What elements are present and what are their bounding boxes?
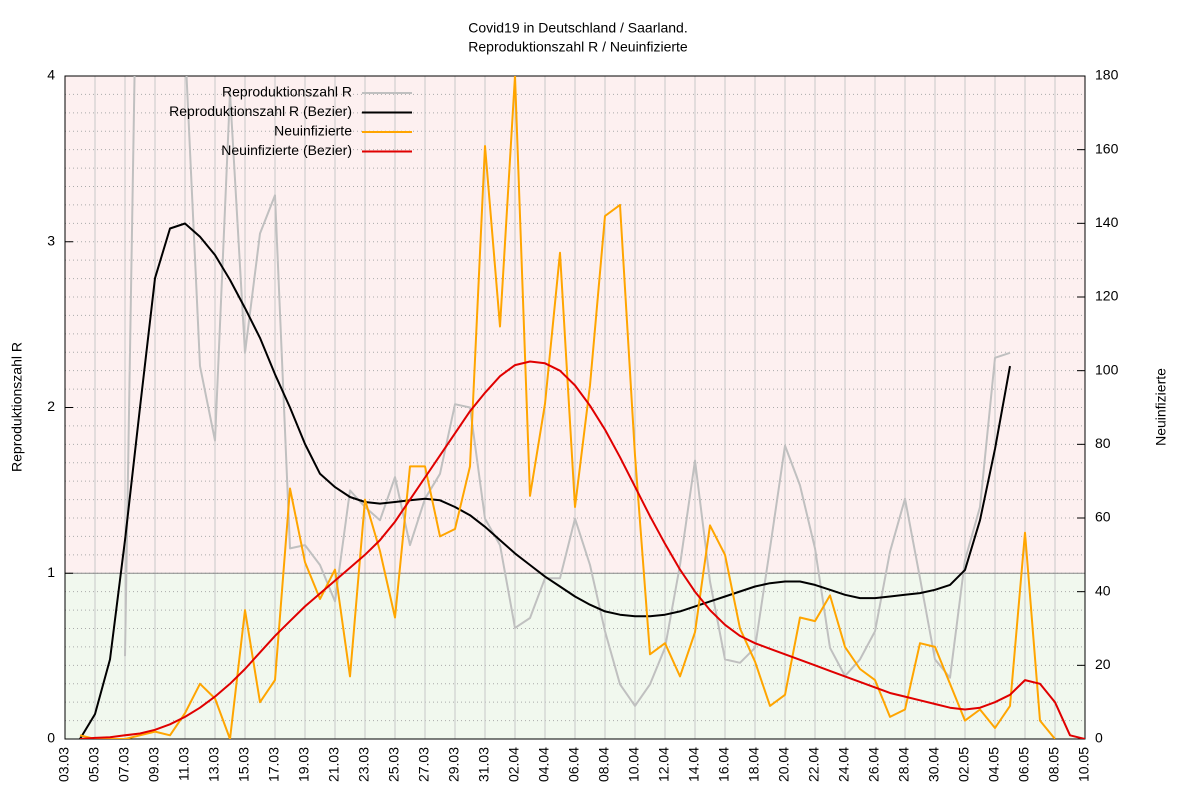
x-tick-label: 22.04 (806, 747, 822, 782)
series-group (79, 76, 1085, 739)
x-tick-label: 10.04 (626, 747, 642, 782)
y2-axis-label: Neuinfizierte (1153, 368, 1169, 446)
chart-subtitle: Reproduktionszahl R / Neuinfizierte (468, 39, 688, 55)
x-tick-label: 26.04 (866, 747, 882, 782)
series-line (79, 360, 1085, 739)
series-line (124, 76, 1011, 707)
y2-tick-label: 40 (1095, 582, 1111, 598)
y-tick-label: 4 (47, 67, 55, 83)
x-tick-label: 05.03 (86, 747, 102, 782)
x-tick-label: 21.03 (326, 747, 342, 782)
y2-tick-label: 140 (1095, 214, 1119, 230)
x-tick-label: 07.03 (116, 747, 132, 782)
x-tick-label: 15.03 (236, 747, 252, 782)
chart-title: Covid19 in Deutschland / Saarland. (468, 20, 687, 36)
x-tick-label: 25.03 (386, 747, 402, 782)
y2-tick-label: 160 (1095, 140, 1119, 156)
y-tick-label: 2 (47, 398, 55, 414)
x-tick-label: 31.03 (476, 747, 492, 782)
x-tick-label: 06.05 (1016, 747, 1032, 782)
x-tick-label: 23.03 (356, 747, 372, 782)
x-tick-label: 17.03 (266, 747, 282, 782)
x-tick-label: 12.04 (656, 747, 672, 782)
legend-label: Reproduktionszahl R (222, 84, 352, 100)
x-tick-label: 30.04 (926, 747, 942, 782)
x-tick-label: 08.05 (1046, 747, 1062, 782)
y-axis-label: Reproduktionszahl R (9, 342, 25, 472)
x-tick-label: 27.03 (416, 747, 432, 782)
x-tick-label: 02.05 (956, 747, 972, 782)
series-line (79, 76, 1056, 739)
x-tick-label: 08.04 (596, 747, 612, 782)
y2-tick-label: 80 (1095, 435, 1111, 451)
x-tick-label: 28.04 (896, 747, 912, 782)
y2-tick-label: 60 (1095, 509, 1111, 525)
x-tick-label: 03.03 (56, 747, 72, 782)
y2-tick-label: 180 (1095, 67, 1119, 83)
y-tick-label: 0 (47, 730, 55, 746)
legend-label: Reproduktionszahl R (Bezier) (169, 103, 352, 119)
y2-tick-label: 0 (1095, 730, 1103, 746)
x-tick-label: 09.03 (146, 747, 162, 782)
y2-tick-label: 120 (1095, 288, 1119, 304)
x-tick-label: 20.04 (776, 747, 792, 782)
y-tick-label: 3 (47, 232, 55, 248)
x-tick-label: 10.05 (1076, 747, 1092, 782)
x-tick-label: 14.04 (686, 747, 702, 782)
x-tick-label: 04.05 (986, 747, 1002, 782)
legend-label: Neuinfizierte (Bezier) (221, 142, 352, 158)
x-tick-label: 29.03 (446, 747, 462, 782)
x-tick-label: 13.03 (206, 747, 222, 782)
x-tick-label: 06.04 (566, 747, 582, 782)
legend-label: Neuinfizierte (274, 123, 352, 139)
x-tick-label: 24.04 (836, 747, 852, 782)
x-tick-label: 02.04 (506, 747, 522, 782)
series-line (79, 222, 1011, 739)
x-tick-label: 04.04 (536, 747, 552, 782)
x-tick-label: 11.03 (176, 747, 192, 781)
y-tick-label: 1 (47, 564, 55, 580)
x-tick-label: 16.04 (716, 747, 732, 782)
y2-tick-label: 100 (1095, 361, 1119, 377)
x-tick-label: 18.04 (746, 747, 762, 782)
y2-tick-label: 20 (1095, 656, 1111, 672)
x-tick-label: 19.03 (296, 747, 312, 782)
